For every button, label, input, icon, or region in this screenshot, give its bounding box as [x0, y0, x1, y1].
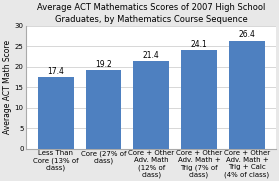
- Text: 26.4: 26.4: [239, 30, 255, 39]
- Text: 19.2: 19.2: [95, 60, 112, 69]
- Text: 21.4: 21.4: [143, 51, 160, 60]
- Bar: [38, 77, 74, 149]
- Text: 24.1: 24.1: [191, 40, 208, 49]
- Y-axis label: Average ACT Math Score: Average ACT Math Score: [3, 40, 12, 134]
- Bar: [86, 70, 121, 149]
- Bar: [229, 41, 265, 149]
- Bar: [133, 61, 169, 149]
- Title: Average ACT Mathematics Scores of 2007 High School
Graduates, by Mathematics Cou: Average ACT Mathematics Scores of 2007 H…: [37, 3, 265, 24]
- Text: 17.4: 17.4: [47, 67, 64, 76]
- Bar: [181, 50, 217, 149]
